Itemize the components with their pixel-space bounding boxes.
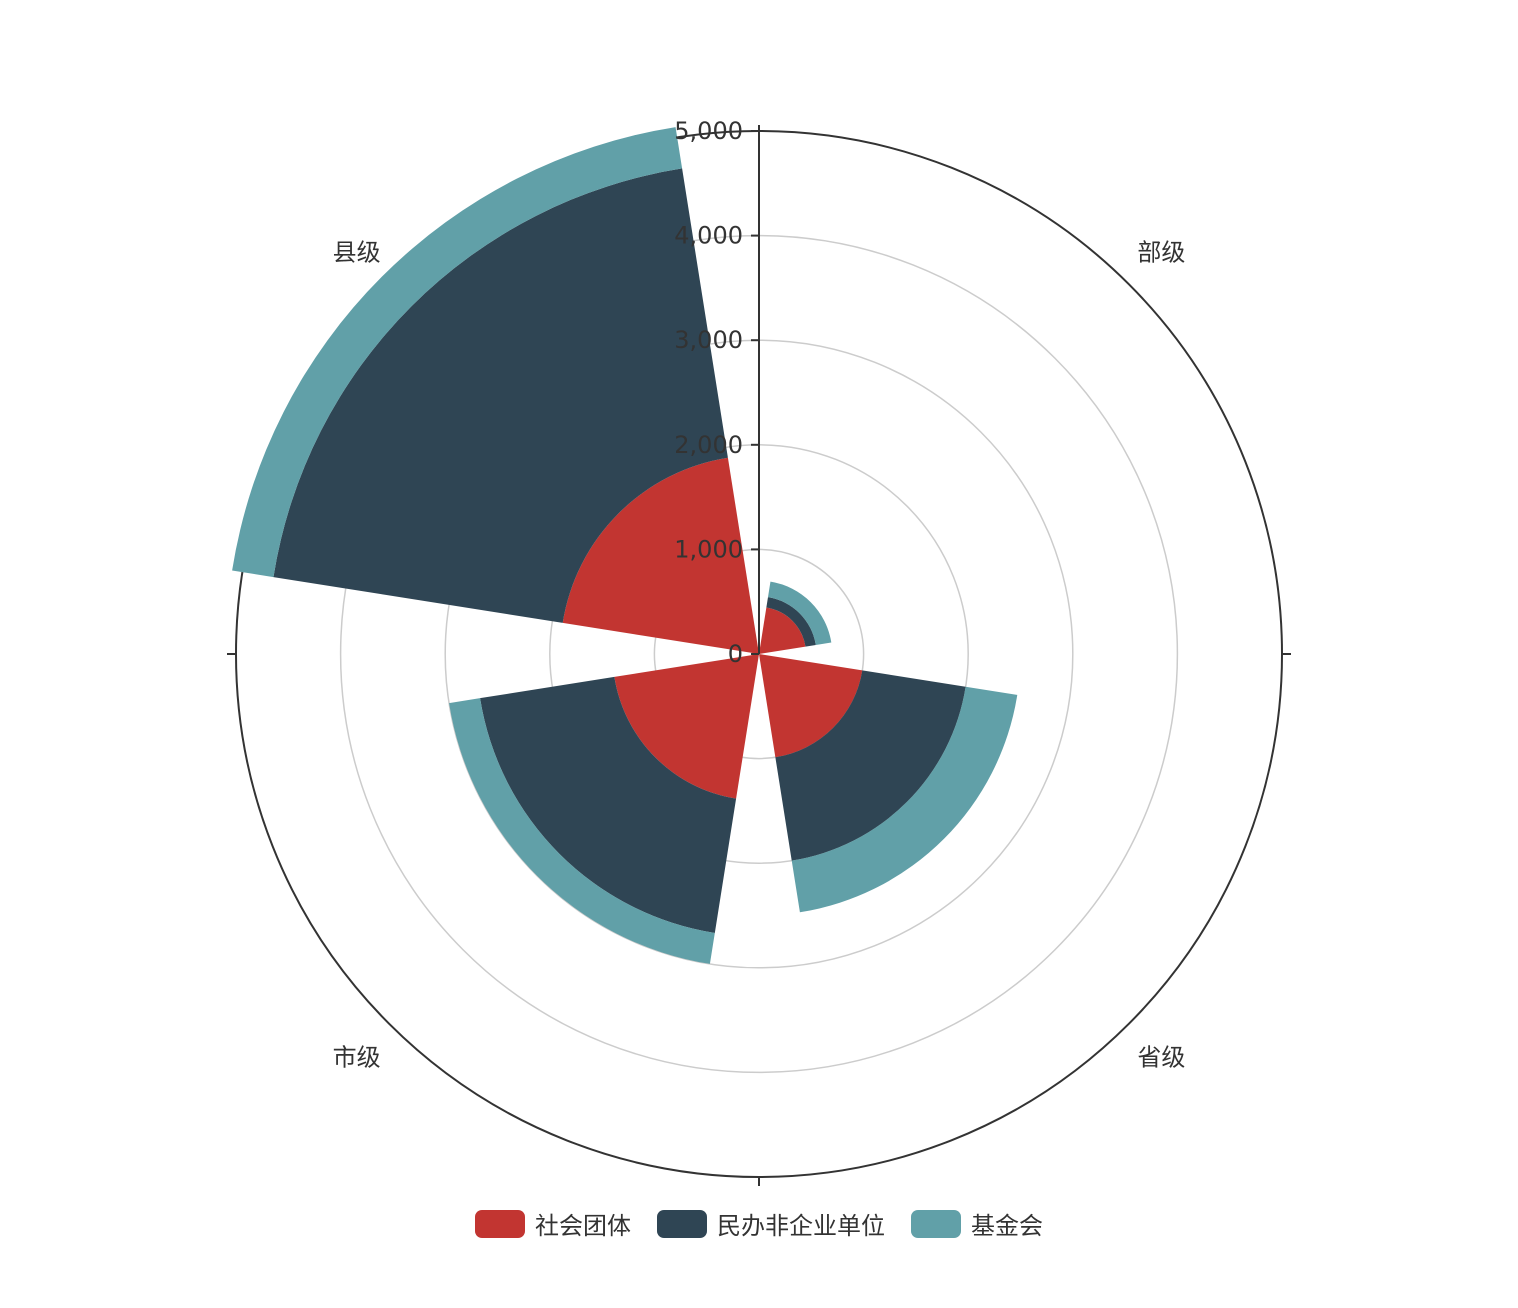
bar-2-1[interactable] <box>480 676 737 933</box>
radius-tick-label-2: 2,000 <box>674 431 743 459</box>
radius-tick-label-3: 3,000 <box>674 326 743 354</box>
category-label-1: 省级 <box>1137 1043 1185 1071</box>
bar-3-1[interactable] <box>273 168 728 623</box>
radius-tick-label-0: 0 <box>728 640 743 668</box>
legend-label-1: 民办非企业单位 <box>717 1212 885 1240</box>
bar-1-2[interactable] <box>791 686 1018 913</box>
legend-swatch-0 <box>475 1209 525 1238</box>
legend-label-2: 基金会 <box>971 1212 1043 1240</box>
bar-2-0[interactable] <box>614 654 759 799</box>
radius-axis: 0 1,000 2,000 3,000 4,000 5,000 <box>674 117 760 668</box>
radius-tick-label-1: 1,000 <box>674 535 743 563</box>
bar-3-2[interactable] <box>232 127 683 578</box>
legend-item-2[interactable]: 基金会 <box>911 1206 1043 1241</box>
category-label-3: 县级 <box>333 239 381 267</box>
legend-item-1[interactable]: 民办非企业单位 <box>657 1206 885 1241</box>
legend-swatch-2 <box>911 1209 961 1238</box>
category-label-2: 市级 <box>333 1043 381 1071</box>
category-label-0: 部级 <box>1137 239 1185 267</box>
legend: 社会团体 民办非企业单位 基金会 <box>0 1206 1518 1241</box>
legend-label-0: 社会团体 <box>535 1212 631 1240</box>
bar-1-1[interactable] <box>775 670 966 861</box>
radius-tick-label-4: 4,000 <box>674 222 743 250</box>
legend-item-0[interactable]: 社会团体 <box>475 1206 631 1241</box>
bar-0-1[interactable] <box>766 597 816 647</box>
radius-tick-label-5: 5,000 <box>674 117 743 145</box>
legend-swatch-1 <box>657 1209 707 1238</box>
bar-1-0[interactable] <box>759 654 863 758</box>
bar-3-0[interactable] <box>562 457 759 654</box>
bar-2-2[interactable] <box>449 698 715 964</box>
bars <box>232 127 1018 964</box>
bar-0-2[interactable] <box>767 581 832 646</box>
bar-0-0[interactable] <box>759 607 806 654</box>
